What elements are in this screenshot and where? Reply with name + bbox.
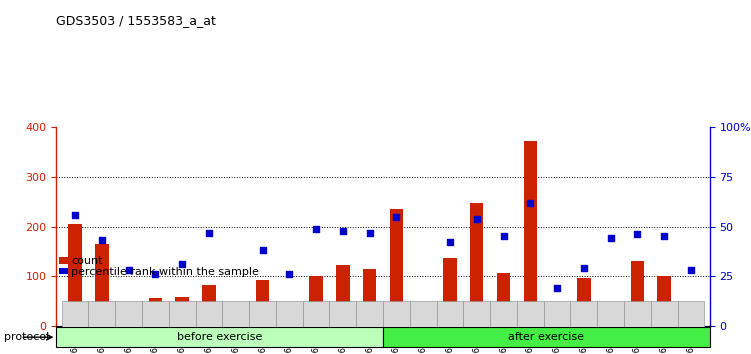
Bar: [497, 273, 510, 326]
Bar: [309, 276, 323, 326]
Bar: [95, 244, 109, 326]
Point: [363, 230, 376, 235]
Bar: [390, 209, 403, 326]
Point: [524, 200, 536, 206]
Point: [96, 238, 108, 243]
Bar: [256, 280, 269, 326]
Bar: [470, 203, 484, 326]
Point: [149, 271, 161, 277]
Point: [176, 261, 189, 267]
Bar: [142, 301, 169, 327]
Bar: [122, 324, 135, 326]
Point: [471, 216, 483, 222]
Text: GDS3503 / 1553583_a_at: GDS3503 / 1553583_a_at: [56, 14, 216, 27]
Bar: [684, 308, 698, 326]
Bar: [604, 304, 617, 326]
Bar: [169, 301, 195, 327]
Text: after exercise: after exercise: [508, 332, 584, 342]
Bar: [517, 301, 544, 327]
Bar: [195, 301, 222, 327]
Point: [122, 267, 134, 273]
Bar: [631, 261, 644, 326]
Bar: [597, 301, 624, 327]
Bar: [62, 301, 89, 327]
Bar: [490, 301, 517, 327]
Bar: [417, 321, 430, 326]
Bar: [68, 224, 82, 326]
Point: [605, 236, 617, 241]
Point: [551, 285, 563, 291]
Bar: [336, 265, 349, 326]
Text: percentile rank within the sample: percentile rank within the sample: [71, 267, 259, 277]
Bar: [657, 276, 671, 326]
Bar: [436, 301, 463, 327]
Bar: [176, 297, 189, 326]
Point: [685, 267, 697, 273]
Bar: [363, 269, 376, 326]
Bar: [410, 301, 436, 327]
Bar: [89, 301, 115, 327]
Point: [203, 230, 215, 235]
Point: [417, 313, 429, 319]
Bar: [383, 301, 410, 327]
Text: count: count: [71, 256, 103, 266]
Point: [632, 232, 644, 237]
Point: [310, 226, 322, 232]
Bar: [550, 312, 564, 326]
Bar: [624, 301, 651, 327]
Bar: [149, 298, 162, 326]
Point: [283, 271, 295, 277]
Bar: [229, 322, 243, 326]
Bar: [463, 301, 490, 327]
Bar: [282, 309, 296, 326]
Bar: [303, 301, 330, 327]
Bar: [356, 301, 383, 327]
Point: [230, 313, 242, 319]
Text: protocol: protocol: [4, 332, 49, 342]
Bar: [383, 327, 710, 347]
Bar: [56, 327, 383, 347]
Point: [69, 212, 81, 217]
Point: [444, 240, 456, 245]
Bar: [578, 278, 590, 326]
Point: [578, 266, 590, 271]
Point: [497, 234, 509, 239]
Bar: [249, 301, 276, 327]
Bar: [544, 301, 571, 327]
Text: before exercise: before exercise: [177, 332, 262, 342]
Bar: [276, 301, 303, 327]
Point: [658, 234, 670, 239]
Bar: [677, 301, 704, 327]
Bar: [571, 301, 597, 327]
Bar: [523, 141, 537, 326]
Bar: [115, 301, 142, 327]
Point: [257, 247, 269, 253]
Bar: [330, 301, 356, 327]
Bar: [222, 301, 249, 327]
Point: [337, 228, 349, 233]
Bar: [651, 301, 677, 327]
Bar: [202, 285, 216, 326]
Point: [391, 214, 403, 219]
Bar: [443, 258, 457, 326]
